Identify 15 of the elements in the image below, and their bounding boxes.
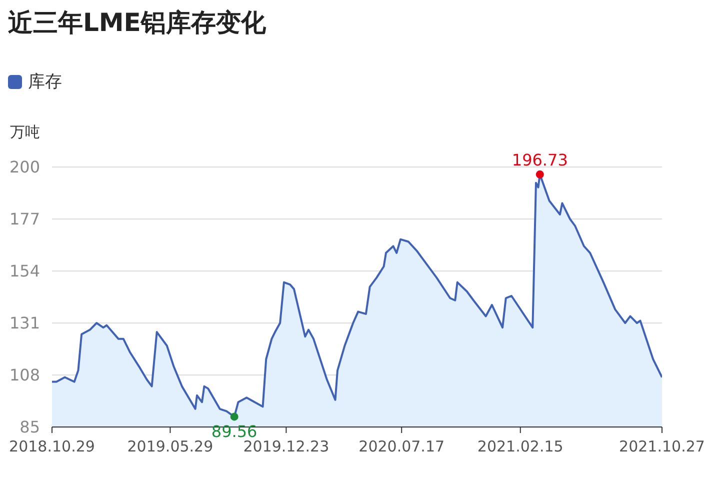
- x-tick-label: 2018.10.29: [9, 438, 95, 456]
- y-tick-label: 177: [9, 210, 40, 229]
- x-tick-label: 2020.07.17: [358, 438, 445, 456]
- y-tick-label: 108: [9, 366, 40, 385]
- annotation: 196.73: [512, 150, 568, 170]
- legend-label: 库存: [27, 71, 62, 93]
- x-tick-label: 2019.05.29: [127, 438, 214, 456]
- y-tick-label: 154: [9, 262, 40, 281]
- y-axis-title: 万吨: [10, 123, 40, 142]
- y-tick-label: 85: [20, 418, 40, 437]
- y-tick-label: 131: [9, 314, 40, 333]
- y-tick-label: 200: [9, 158, 40, 177]
- x-tick-label: 2021.10.27: [619, 438, 705, 456]
- x-tick-label: 2021.02.15: [477, 438, 564, 456]
- chart-title: 近三年LME铝库存变化: [8, 7, 266, 39]
